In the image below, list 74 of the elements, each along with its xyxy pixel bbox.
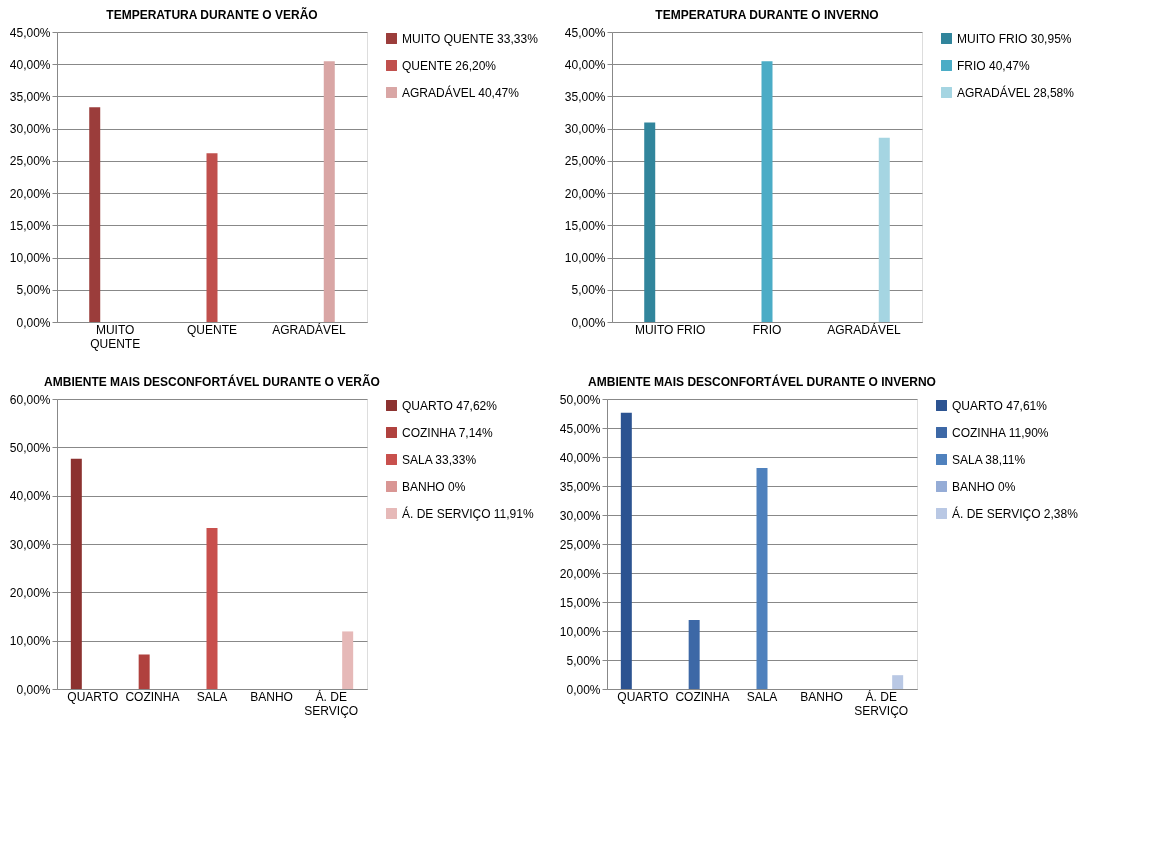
- y-tick-label: 45,00%: [9, 25, 51, 40]
- y-tick-label: 40,00%: [9, 57, 51, 72]
- legend-label: AGRADÁVEL 40,47%: [402, 84, 520, 100]
- chart-title: AMBIENTE MAIS DESCONFORTÁVEL DURANTE O VERÃO: [44, 374, 380, 389]
- legend-label: MUITO QUENTE 33,33%: [402, 31, 539, 46]
- y-tick-label: 30,00%: [564, 122, 606, 137]
- legend-label: Á. DE SERVIÇO 2,38%: [952, 505, 1079, 521]
- y-tick-label: 40,00%: [559, 450, 601, 465]
- y-tick-label: 0,00%: [16, 682, 51, 697]
- chart-title: TEMPERATURA DURANTE O INVERNO: [655, 8, 879, 22]
- y-tick-label: 0,00%: [571, 315, 606, 330]
- y-tick-label: 40,00%: [564, 57, 606, 72]
- x-tick-label: AGRADÁVEL: [272, 321, 346, 337]
- y-tick-label: 25,00%: [564, 154, 606, 169]
- y-tick-label: 60,00%: [9, 392, 51, 407]
- legend-label: COZINHA 11,90%: [952, 425, 1049, 440]
- x-tick-label: MUITO QUENTE: [90, 322, 141, 351]
- legend-label: BANHO 0%: [952, 479, 1016, 494]
- legend-label: BANHO 0%: [402, 479, 466, 494]
- y-tick-label: 5,00%: [571, 283, 606, 298]
- y-tick-label: 20,00%: [9, 186, 51, 201]
- y-tick-label: 25,00%: [9, 154, 51, 169]
- legend-label: QUARTO 47,62%: [402, 398, 498, 413]
- y-tick-label: 35,00%: [564, 89, 606, 104]
- y-tick-label: 40,00%: [9, 489, 51, 504]
- y-tick-label: 30,00%: [559, 508, 601, 523]
- x-tick-label: BANHO: [250, 689, 293, 704]
- legend-label: SALA 38,11%: [952, 452, 1026, 467]
- y-tick-label: 30,00%: [9, 122, 51, 137]
- y-tick-label: 10,00%: [559, 624, 601, 639]
- y-tick-label: 30,00%: [9, 537, 51, 552]
- x-tick-label: Á. DE SERVIÇO: [304, 688, 359, 718]
- legend-label: FRIO 40,47%: [957, 58, 1031, 73]
- x-tick-label: QUARTO: [617, 689, 669, 704]
- y-tick-label: 10,00%: [9, 251, 51, 266]
- y-tick-label: 45,00%: [559, 421, 601, 436]
- y-tick-label: 50,00%: [559, 392, 601, 407]
- legend-label: Á. DE SERVIÇO 11,91%: [402, 505, 534, 521]
- legend-label: AGRADÁVEL 28,58%: [957, 84, 1075, 100]
- x-tick-label: FRIO: [752, 322, 782, 337]
- y-tick-label: 0,00%: [566, 682, 601, 697]
- chart-title: AMBIENTE MAIS DESCONFORTÁVEL DURANTE O INVERNO: [588, 374, 936, 389]
- legend-label: COZINHA 7,14%: [402, 425, 494, 440]
- y-tick-label: 10,00%: [564, 251, 606, 266]
- y-tick-label: 35,00%: [559, 479, 601, 494]
- x-tick-label: BANHO: [800, 689, 843, 704]
- y-tick-label: 0,00%: [16, 315, 51, 330]
- y-tick-label: 15,00%: [564, 218, 606, 233]
- y-tick-label: 35,00%: [9, 89, 51, 104]
- y-tick-label: 10,00%: [9, 634, 51, 649]
- y-tick-label: 5,00%: [566, 653, 601, 668]
- x-tick-label: MUITO FRIO: [634, 322, 706, 337]
- x-tick-label: COZINHA: [675, 689, 730, 704]
- y-tick-label: 45,00%: [564, 25, 606, 40]
- x-tick-label: Á. DE SERVIÇO: [854, 688, 909, 718]
- x-tick-label: QUARTO: [67, 689, 119, 704]
- y-tick-label: 50,00%: [9, 440, 51, 455]
- y-tick-label: 25,00%: [559, 537, 601, 552]
- legend-label: SALA 33,33%: [402, 452, 477, 467]
- x-tick-label: QUENTE: [186, 322, 238, 337]
- x-tick-label: COZINHA: [125, 689, 180, 704]
- chart-title: TEMPERATURA DURANTE O VERÃO: [106, 7, 318, 22]
- y-tick-label: 20,00%: [564, 186, 606, 201]
- x-tick-label: SALA: [746, 689, 778, 704]
- legend-label: QUENTE 26,20%: [402, 58, 497, 73]
- legend-label: QUARTO 47,61%: [952, 398, 1048, 413]
- y-tick-label: 5,00%: [16, 283, 51, 298]
- x-tick-label: AGRADÁVEL: [827, 321, 901, 337]
- y-tick-label: 20,00%: [559, 566, 601, 581]
- y-tick-label: 15,00%: [9, 218, 51, 233]
- y-tick-label: 20,00%: [9, 585, 51, 600]
- y-tick-label: 15,00%: [559, 595, 601, 610]
- legend-label: MUITO FRIO 30,95%: [957, 31, 1072, 46]
- x-tick-label: SALA: [196, 689, 228, 704]
